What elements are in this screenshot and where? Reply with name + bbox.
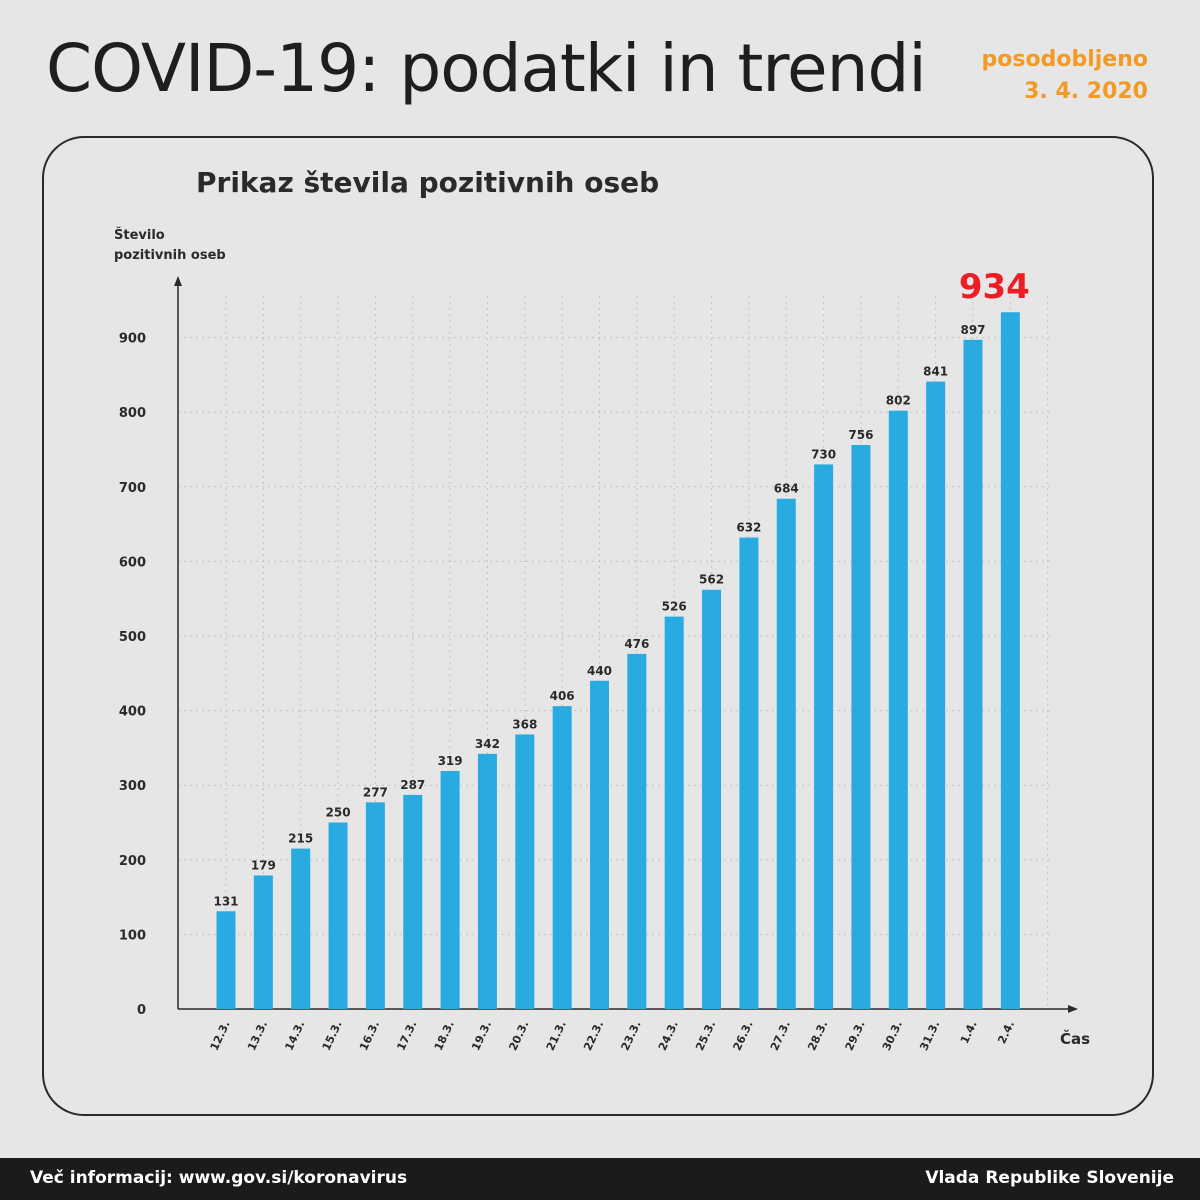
y-tick-label: 400 [119, 705, 146, 720]
x-tick-label: 25.3. [693, 1019, 718, 1053]
bar [477, 753, 497, 1009]
bar [291, 848, 311, 1009]
updated-info: posodobljeno 3. 4. 2020 [982, 44, 1148, 108]
x-tick-label: 30.3. [880, 1019, 905, 1053]
x-tick-label: 2.4. [995, 1019, 1017, 1046]
bar [664, 616, 684, 1009]
bar [403, 794, 423, 1009]
x-tick-label: 27.3. [768, 1019, 793, 1053]
y-tick-label: 100 [119, 928, 146, 943]
bar-value-label: 179 [251, 858, 276, 872]
bar-value-label: 250 [326, 806, 351, 820]
x-axis-label: Čas [1060, 1030, 1091, 1048]
bar [328, 822, 348, 1009]
footer-info-link[interactable]: Več informacij: www.gov.si/koronavirus [30, 1168, 408, 1188]
x-tick-label: 16.3. [357, 1019, 382, 1053]
chart-title: Prikaz števila pozitivnih oseb [196, 166, 660, 199]
x-tick-label: 24.3. [656, 1019, 681, 1053]
bar [851, 445, 871, 1009]
bar-value-label: 406 [550, 689, 575, 703]
x-tick-label: 12.3. [208, 1019, 233, 1053]
footer-bar: Več informacij: www.gov.si/koronavirus V… [0, 1158, 1200, 1200]
bar-value-label: 802 [886, 394, 911, 408]
bar [739, 537, 759, 1009]
y-tick-label: 800 [119, 406, 146, 421]
bar [253, 875, 273, 1009]
x-tick-label: 23.3. [619, 1019, 644, 1053]
bar [440, 771, 460, 1009]
y-tick-label: 500 [119, 630, 146, 645]
y-tick-label: 0 [137, 1003, 146, 1018]
x-tick-label: 1.4. [958, 1019, 980, 1046]
bar [216, 911, 236, 1009]
bar [365, 802, 385, 1009]
x-tick-label: 21.3. [544, 1019, 569, 1053]
x-tick-label: 28.3. [805, 1019, 830, 1053]
y-tick-label: 300 [119, 779, 146, 794]
bar-value-label: 215 [288, 832, 313, 846]
x-tick-label: 22.3. [581, 1019, 606, 1053]
x-axis-arrow [1068, 1005, 1078, 1013]
y-axis-arrow [174, 276, 182, 286]
bar-value-label: 277 [363, 785, 388, 799]
bar [590, 680, 609, 1009]
updated-label: posodobljeno [981, 47, 1148, 72]
bar-value-label: 897 [960, 323, 985, 337]
x-tick-label: 19.3. [469, 1019, 494, 1053]
bar-value-label: 319 [438, 754, 463, 768]
bar-value-label: 476 [624, 637, 649, 651]
y-tick-label: 200 [119, 854, 146, 869]
x-tick-label: 13.3. [245, 1019, 270, 1053]
bar-value-label: 756 [848, 428, 873, 442]
bar-value-label: 562 [699, 573, 724, 587]
x-tick-label: 31.3. [917, 1019, 942, 1053]
bar [776, 498, 796, 1009]
bar-value-label: 342 [475, 737, 500, 751]
bar-value-label: 440 [587, 664, 612, 678]
y-tick-label: 900 [119, 332, 146, 347]
bar [926, 381, 946, 1009]
y-tick-label: 700 [119, 481, 146, 496]
bar [702, 589, 722, 1009]
bar-value-label: 368 [512, 717, 537, 731]
x-tick-label: 14.3. [282, 1019, 307, 1053]
x-tick-label: 18.3. [432, 1019, 457, 1053]
updated-date: 3. 4. 2020 [1024, 79, 1148, 104]
bar-value-label: 841 [923, 365, 948, 379]
x-tick-label: 20.3. [506, 1019, 531, 1053]
bar-value-label-highlight: 934 [959, 267, 1030, 307]
bar-value-label: 131 [213, 894, 238, 908]
x-tick-label: 29.3. [843, 1019, 868, 1053]
bar [814, 464, 834, 1009]
bar-value-label: 632 [736, 521, 761, 535]
x-tick-label: 26.3. [731, 1019, 756, 1053]
footer-source: Vlada Republike Slovenije [925, 1168, 1174, 1188]
bar-value-label: 684 [774, 482, 799, 496]
y-axis-label-line-1: Število [114, 228, 165, 243]
bar-value-label: 526 [662, 600, 687, 614]
y-tick-label: 600 [119, 555, 146, 570]
x-tick-label: 17.3. [394, 1019, 419, 1053]
y-axis-label-line-2: pozitivnih oseb [114, 248, 226, 263]
bar [627, 653, 647, 1009]
y-axis-label: Število pozitivnih oseb [114, 226, 226, 266]
bar [515, 734, 535, 1009]
bar [888, 410, 908, 1009]
x-tick-label: 15.3. [320, 1019, 345, 1053]
bar [963, 339, 983, 1009]
bar-value-label: 287 [400, 778, 425, 792]
bar [1000, 312, 1020, 1010]
bar [552, 706, 572, 1009]
page-title: COVID-19: podatki in trendi [46, 30, 927, 107]
bar-value-label: 730 [811, 447, 836, 461]
